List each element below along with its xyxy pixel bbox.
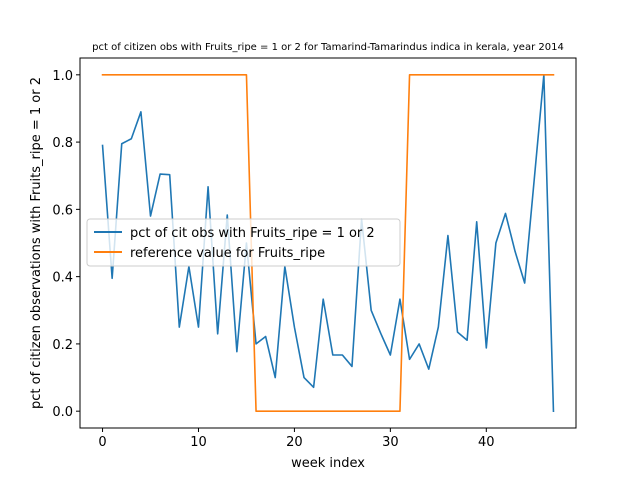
y-tick-label: 0.8 — [52, 136, 73, 151]
legend: pct of cit obs with Fruits_ripe = 1 or 2… — [86, 218, 401, 267]
x-axis-label: week index — [291, 456, 365, 471]
chart-title: pct of citizen obs with Fruits_ripe = 1 … — [92, 42, 564, 53]
legend-label-series-1: pct of cit obs with Fruits_ripe = 1 or 2 — [130, 226, 375, 241]
series-line-1 — [101, 74, 555, 413]
x-tick-label: 30 — [382, 435, 399, 450]
x-tick-label: 40 — [478, 435, 495, 450]
x-tick-label: 20 — [286, 435, 303, 450]
x-tick-label: 10 — [190, 435, 207, 450]
x-axis: 0 10 20 30 40 — [98, 428, 495, 450]
y-axis-label: pct of citizen observations with Fruits_… — [29, 77, 44, 409]
y-axis: 0.0 0.2 0.4 0.6 0.8 1.0 — [52, 69, 80, 420]
x-tick-label: 0 — [98, 435, 106, 450]
series-line-2 — [101, 74, 555, 412]
legend-label-series-2: reference value for Fruits_ripe — [130, 246, 325, 261]
plot-area — [101, 74, 555, 413]
y-tick-label: 0.0 — [52, 405, 73, 420]
plot-frame — [79, 57, 577, 429]
legend-box — [86, 218, 401, 267]
y-tick-label: 0.6 — [52, 203, 73, 218]
y-tick-label: 0.4 — [52, 271, 73, 286]
y-tick-label: 1.0 — [52, 69, 73, 84]
y-tick-label: 0.2 — [52, 338, 73, 353]
